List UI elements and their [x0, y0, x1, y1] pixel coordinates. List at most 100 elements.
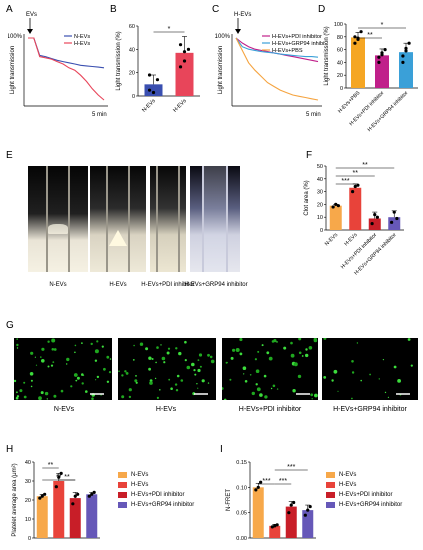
platelet-dot — [170, 387, 173, 390]
platelet-dot — [145, 347, 149, 351]
y-tick-label: 40 — [129, 47, 135, 53]
platelet-dot — [132, 359, 135, 361]
data-point — [353, 184, 357, 189]
addition-label: EVs — [26, 12, 37, 18]
significance-label: ** — [48, 462, 54, 469]
platelet-dot — [178, 351, 182, 356]
data-point — [40, 494, 44, 498]
data-point — [351, 190, 355, 194]
significance-label: *** — [262, 478, 270, 485]
bar-0 — [329, 205, 342, 230]
platelet-dot — [198, 353, 203, 357]
platelet-dot — [382, 359, 384, 361]
caption-g-nevs: N-EVs — [53, 406, 75, 413]
significance-label: ** — [353, 170, 359, 177]
y-axis-label: Platelet average area (μm²) — [12, 463, 18, 536]
platelet-dot — [387, 396, 389, 398]
legend-label-0: H-EVs+PDI inhibitor — [272, 34, 322, 40]
bar-3 — [388, 217, 401, 230]
platelet-dot — [118, 370, 120, 372]
platelet-dot — [310, 393, 314, 397]
x-tick-label-2: H-EVs+GRP94 inhibitor — [367, 90, 410, 133]
panel-letter-a: A — [6, 4, 13, 15]
platelet-dot — [276, 341, 278, 343]
platelet-dot — [168, 378, 171, 381]
data-point — [182, 59, 187, 63]
data-point — [178, 65, 183, 69]
platelet-dot — [53, 348, 57, 351]
platelet-dot — [106, 380, 110, 383]
chart-i: 0.00 0.05 0.10 0.15 N-FRET N-EVs H-EVs H-EVs+PD… — [226, 460, 316, 546]
bar-3 — [302, 510, 314, 538]
bar-2 — [399, 52, 413, 88]
platelet-dot — [23, 381, 26, 384]
y-tick-label: 100 — [334, 22, 343, 28]
platelet-dot — [81, 342, 83, 344]
bar-1 — [349, 187, 362, 230]
platelet-dot — [239, 352, 243, 356]
platelet-dot — [155, 361, 157, 364]
y-tick-label: 30 — [25, 479, 31, 485]
y-tick-label: 20 — [317, 202, 323, 208]
data-point — [356, 37, 360, 41]
bar-0 — [252, 487, 264, 538]
data-point — [182, 50, 187, 54]
platelet-dot — [175, 389, 179, 392]
y-tick-label: 30 — [317, 190, 323, 196]
data-point — [92, 490, 96, 494]
platelet-dot — [121, 395, 125, 399]
platelet-dot — [121, 374, 124, 377]
platelet-dot — [109, 358, 112, 360]
platelet-dot — [128, 395, 132, 399]
legend-swatch — [118, 482, 127, 488]
legend-label: H-EVs+PDI inhibitor — [339, 492, 393, 498]
platelet-dot — [16, 391, 18, 394]
legend-label: N-EVs — [339, 472, 357, 478]
platelet-dot — [226, 361, 228, 364]
platelet-dot — [298, 338, 302, 341]
data-point — [254, 488, 258, 492]
platelet-dot — [135, 381, 138, 384]
platelet-dot — [333, 369, 338, 374]
platelet-dot — [19, 389, 23, 393]
platelet-dot — [90, 342, 93, 346]
data-point — [155, 78, 160, 82]
caption-e-grp94: H-EVs+GRP94 inhibitor — [184, 282, 248, 288]
significance-label: *** — [341, 178, 349, 185]
series-line-1 — [28, 37, 105, 101]
legend-item: H-EVs+GRP94 inhibitor — [326, 500, 422, 510]
legend-label: H-EVs+PDI inhibitor — [131, 492, 185, 498]
x-tick-label-2: H-EVs+PDI inhibitor — [340, 232, 378, 270]
chart-f: 0 10 20 30 40 50 Clot area (%) N-EVs H-EVsH-EVs+… — [304, 162, 404, 277]
tube-shape — [46, 166, 70, 272]
platelet-dot — [311, 398, 313, 400]
data-point — [71, 502, 75, 506]
platelet-dot — [41, 359, 45, 363]
platelet-dot — [257, 350, 260, 353]
platelet-dot — [47, 340, 50, 343]
platelet-dot — [393, 365, 397, 369]
bar-0 — [351, 37, 365, 88]
data-point — [401, 54, 405, 58]
platelet-dot — [235, 348, 240, 352]
platelet-dot — [124, 370, 127, 373]
legend-h: N-EVs H-EVs H-EVs+PDI inhibitor H-EVs+GR… — [118, 470, 218, 510]
data-point — [270, 525, 274, 529]
platelet-dot — [298, 351, 302, 355]
platelet-dot — [259, 393, 263, 397]
platelet-dot — [73, 373, 78, 377]
platelet-dot — [29, 372, 34, 376]
platelet-dot — [268, 356, 273, 361]
platelet-dot — [161, 356, 166, 361]
x-tick-label-1: H-EVs — [172, 98, 188, 114]
chart-b: 0 20 40 60 Light transmission (%) N-EVs H-EVs * — [116, 24, 200, 114]
platelet-dot — [101, 345, 104, 348]
platelet-dot — [156, 346, 159, 349]
chart-d: 0 20 40 60 80 100 Light transmission (%) H-EVs+… — [324, 22, 418, 133]
platelet-dot — [290, 353, 295, 358]
tube-photo-nevs — [28, 166, 88, 272]
platelet-dot — [51, 348, 55, 351]
platelet-dot — [46, 398, 48, 400]
platelet-dot — [293, 362, 298, 367]
platelet-dot — [193, 369, 196, 372]
